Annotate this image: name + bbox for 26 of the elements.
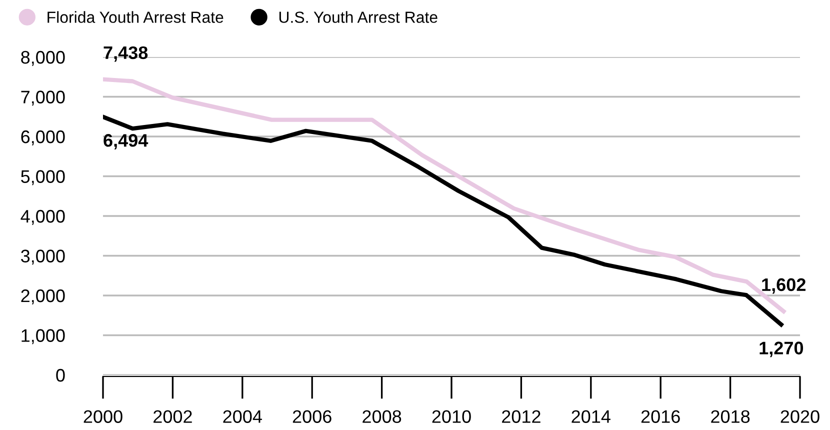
y-tick-label: 4,000 [20, 210, 65, 225]
y-tick-label: 5,000 [21, 170, 65, 186]
x-tick-label: 2000 [84, 410, 122, 423]
annotation: 1,602 [762, 278, 806, 294]
x-tick-label: 2002 [154, 410, 192, 423]
y-tick-label: 3,000 [21, 250, 65, 265]
y-tick-label: 6,000 [21, 130, 65, 146]
y-tick-label: 8,000 [21, 50, 65, 66]
x-tick-label: 2010 [432, 410, 471, 423]
annotation: 1,270 [760, 342, 804, 358]
legend-label: U.S. Youth Arrest Rate [279, 11, 438, 23]
x-tick-label: 2012 [502, 410, 540, 423]
y-tick-label: 0 [56, 368, 65, 382]
y-tick-label: 7,000 [21, 90, 65, 106]
x-tick-label: 2004 [223, 410, 262, 423]
x-tick-label: 2016 [641, 410, 680, 423]
x-tick-label: 2014 [572, 410, 610, 423]
annotation: 6,494 [104, 134, 148, 150]
y-tick-label: 2,000 [21, 289, 65, 304]
y-tick-label: 1,000 [22, 329, 65, 344]
legend-label: Florida Youth Arrest Rate [48, 11, 224, 23]
x-tick-label: 2008 [362, 410, 402, 423]
x-tick-label: 2020 [780, 410, 820, 423]
annotation: 7,438 [104, 46, 148, 62]
x-tick-label: 2018 [711, 410, 750, 423]
x-tick-label: 2006 [292, 410, 332, 423]
